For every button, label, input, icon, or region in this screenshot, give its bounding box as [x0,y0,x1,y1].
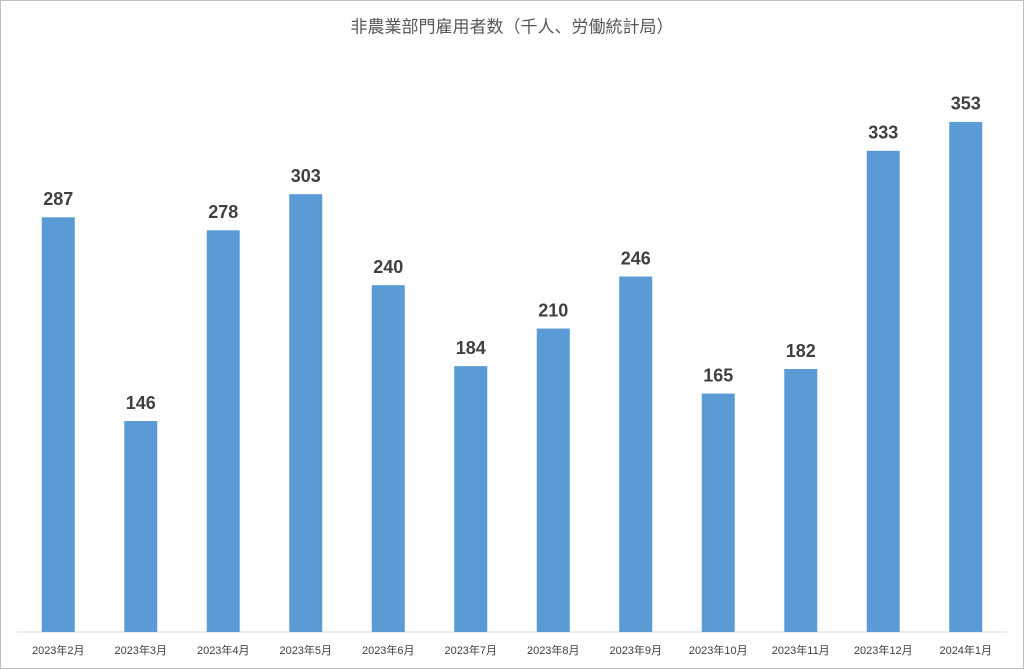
x-tick-label: 2023年7月 [444,643,497,657]
data-label: 184 [456,338,486,358]
bar [454,366,488,632]
data-label: 182 [786,341,816,361]
x-tick-label: 2023年9月 [609,643,662,657]
x-tick-label: 2023年12月 [854,643,913,657]
bar [371,285,405,632]
x-tick-label: 2023年8月 [527,643,580,657]
data-label: 210 [538,300,568,320]
bar [41,217,75,632]
data-label: 240 [373,257,403,277]
data-label: 333 [868,123,898,143]
bar [536,328,570,632]
chart-title: 非農業部門雇用者数（千人、労働統計局） [351,17,674,36]
bar [866,150,900,632]
bar [206,230,240,633]
bar [619,276,653,632]
data-label: 353 [951,94,981,114]
data-label: 165 [703,365,733,385]
data-label: 303 [291,166,321,186]
x-tick-label: 2024年1月 [939,643,992,657]
x-tick-label: 2023年10月 [689,643,748,657]
x-tick-label: 2023年5月 [279,643,332,657]
data-label: 246 [621,248,651,268]
bar [949,121,983,632]
x-tick-label: 2023年2月 [32,643,85,657]
data-label: 287 [43,189,73,209]
x-tick-label: 2023年4月 [197,643,250,657]
bar [289,194,323,633]
bar [784,369,818,632]
bar [124,421,158,632]
data-label: 278 [208,202,238,222]
x-tick-label: 2023年3月 [114,643,167,657]
x-tick-label: 2023年6月 [362,643,415,657]
data-label: 146 [126,393,156,413]
x-tick-label: 2023年11月 [772,643,830,657]
bar [701,393,735,632]
